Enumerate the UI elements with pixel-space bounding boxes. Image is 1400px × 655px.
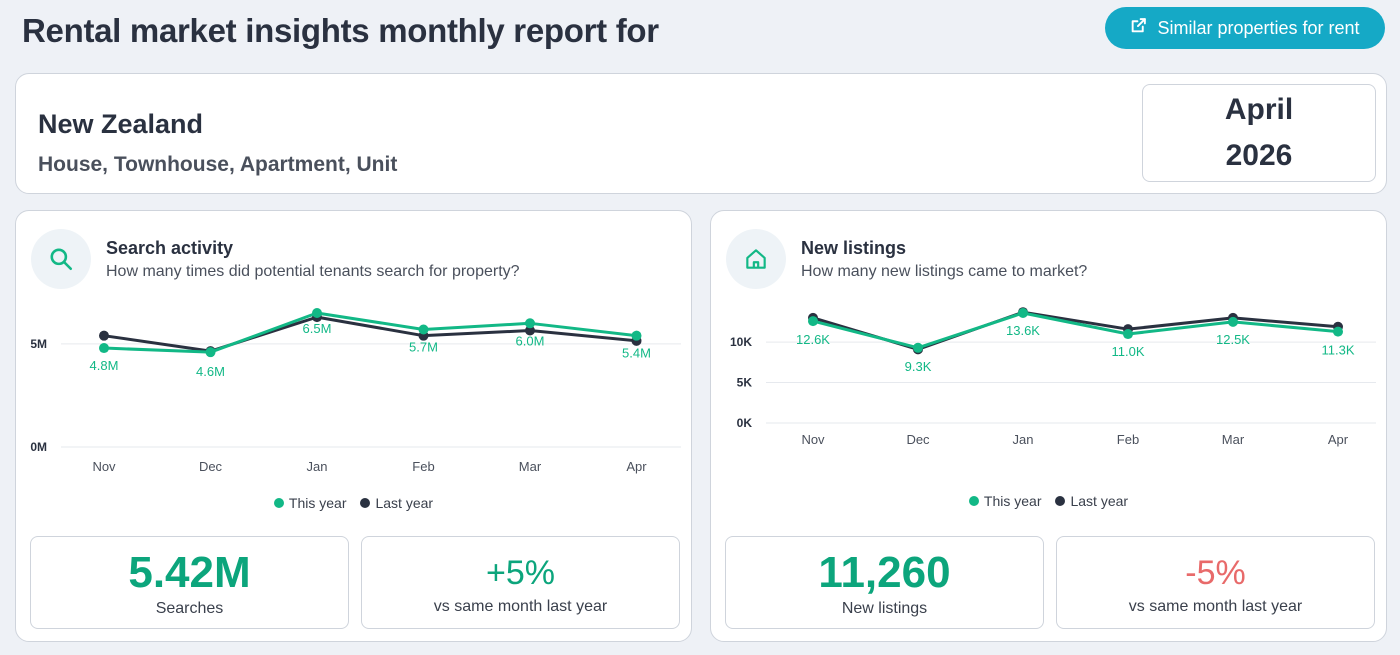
- x-tick-label: Jan: [307, 459, 328, 474]
- location-card: New Zealand House, Townhouse, Apartment,…: [15, 73, 1387, 194]
- this-year-point: [312, 308, 322, 318]
- this-year-point: [913, 342, 923, 353]
- data-label: 9.3K: [905, 359, 932, 374]
- listings-value: 11,260: [818, 547, 951, 597]
- x-tick-label: Feb: [1117, 432, 1139, 447]
- listings-chart-legend: This year Last year: [711, 493, 1386, 509]
- last-year-point: [525, 325, 535, 336]
- property-types: House, Townhouse, Apartment, Unit: [38, 153, 398, 176]
- new-listings-title: New listings: [801, 238, 907, 258]
- y-tick-label: 0K: [737, 416, 753, 430]
- listings-change-stat: -5% vs same month last year: [1056, 536, 1375, 629]
- x-tick-label: Dec: [906, 432, 930, 447]
- listings-change-value: -5%: [1185, 553, 1246, 592]
- searches-value: 5.42M: [128, 547, 251, 597]
- x-tick-label: Nov: [801, 432, 825, 447]
- searches-change-value: +5%: [486, 553, 555, 592]
- this-year-point: [1333, 326, 1343, 337]
- new-listings-chart: 0K 5K 10K Nov Dec Jan Feb Mar Apr 12.6K 9.3K 13.6K 1…: [730, 307, 1376, 447]
- data-label: 11.0K: [1111, 344, 1144, 359]
- this-year-line: [812, 311, 1339, 350]
- similar-properties-button[interactable]: Similar properties for rent: [1105, 7, 1385, 49]
- external-link-icon: [1130, 17, 1147, 39]
- search-icon: [31, 229, 91, 289]
- report-date: April 2026: [1142, 84, 1376, 182]
- x-tick-label: Jan: [1013, 432, 1034, 447]
- data-label: 6.5M: [303, 321, 332, 336]
- data-label: 4.8M: [90, 358, 119, 373]
- last-year-line: [812, 310, 1339, 351]
- this-year-point: [1228, 316, 1238, 327]
- report-year: 2026: [1225, 139, 1293, 172]
- this-year-point: [99, 343, 109, 354]
- x-tick-label: Apr: [1328, 432, 1349, 447]
- data-label: 5.4M: [622, 346, 651, 361]
- this-year-point: [1123, 329, 1133, 340]
- data-label: 4.6M: [196, 364, 225, 379]
- data-label: 12.5K: [1216, 332, 1250, 347]
- legend-this-year: This year: [968, 493, 1041, 509]
- y-tick-label: 5M: [30, 337, 47, 351]
- legend-last-year: Last year: [1055, 493, 1128, 509]
- last-year-point: [99, 330, 109, 341]
- x-tick-label: Apr: [626, 459, 647, 474]
- y-tick-label: 5K: [737, 376, 753, 390]
- y-tick-label: 0M: [30, 440, 47, 454]
- listings-label: New listings: [841, 599, 928, 617]
- this-year-point: [1018, 308, 1028, 318]
- x-tick-label: Feb: [412, 459, 434, 474]
- searches-label: Searches: [155, 599, 224, 617]
- home-icon: [726, 229, 786, 289]
- search-chart-legend: This year Last year: [16, 495, 691, 511]
- legend-last-year: Last year: [360, 495, 433, 511]
- new-listings-panel: New listings How many new listings came …: [710, 210, 1387, 642]
- page-title: Rental market insights monthly report fo…: [22, 12, 659, 49]
- y-tick-label: 10K: [730, 335, 752, 349]
- search-activity-panel: Search activity How many times did poten…: [15, 210, 692, 642]
- legend-this-year: This year: [273, 495, 346, 511]
- last-year-line: [103, 315, 637, 353]
- this-year-point: [205, 347, 216, 358]
- data-label: 12.6K: [796, 332, 830, 347]
- listings-change-label: vs same month last year: [1128, 597, 1303, 615]
- x-tick-label: Mar: [1222, 432, 1245, 447]
- search-activity-chart: 0M 5M Nov Dec Jan Feb Mar Apr 4.8M 4.6M 6.5M 5.7M 6.…: [30, 308, 681, 474]
- location-name: New Zealand: [38, 109, 204, 139]
- x-tick-label: Nov: [92, 459, 116, 474]
- search-activity-title: Search activity: [106, 238, 234, 258]
- x-tick-label: Dec: [199, 459, 223, 474]
- search-activity-subtitle: How many times did potential tenants sea…: [106, 263, 520, 280]
- this-year-point: [808, 316, 818, 327]
- x-tick-label: Mar: [519, 459, 542, 474]
- similar-properties-label: Similar properties for rent: [1157, 17, 1360, 38]
- data-label: 11.3K: [1321, 343, 1354, 358]
- data-label: 5.7M: [409, 339, 438, 354]
- this-year-point: [631, 330, 642, 341]
- data-label: 13.6K: [1006, 323, 1040, 338]
- this-year-point: [418, 324, 429, 335]
- searches-stat: 5.42M Searches: [30, 536, 349, 629]
- listings-stat: 11,260 New listings: [725, 536, 1044, 629]
- report-month: April: [1224, 93, 1294, 126]
- searches-change-label: vs same month last year: [433, 597, 608, 615]
- searches-change-stat: +5% vs same month last year: [361, 536, 680, 629]
- this-year-point: [525, 318, 535, 329]
- new-listings-subtitle: How many new listings came to market?: [801, 263, 1088, 280]
- data-label: 6.0M: [516, 333, 545, 348]
- this-year-line: [103, 311, 637, 354]
